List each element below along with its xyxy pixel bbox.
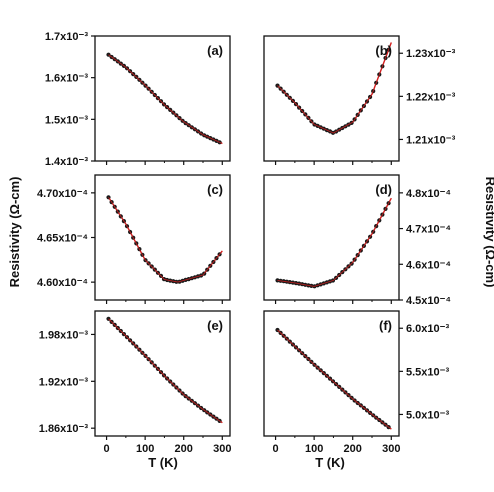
panel-e: 0 100 200 300 1.86x10⁻³ 1.92x10⁻³ 1.98x10⁻³ (e) [39, 310, 231, 455]
panel-label: (f) [379, 318, 392, 333]
y-tick-label: 1.92x10⁻³ [39, 376, 89, 388]
plot-frame [94, 310, 231, 437]
y-tick-label: 4.6x10⁻⁴ [406, 259, 451, 271]
y-tick-label: 4.70x10⁻⁴ [37, 188, 88, 200]
panel-b: 1.21x10⁻³ 1.22x10⁻³ 1.23x10⁻³ (b) [263, 35, 456, 165]
plot-frame [263, 174, 400, 301]
x-tick-label: 300 [213, 443, 231, 455]
y-tick-label: 5.5x10⁻³ [406, 366, 449, 378]
y-tick-label: 4.5x10⁻⁴ [406, 295, 451, 307]
y-tick-label: 4.8x10⁻⁴ [406, 188, 451, 200]
x-tick-label: 0 [104, 443, 110, 455]
y-tick-label: 1.21x10⁻³ [406, 134, 456, 146]
y-tick-label: 4.65x10⁻⁴ [37, 233, 88, 245]
y-tick-label: 4.60x10⁻⁴ [37, 277, 88, 289]
fit-line-overlay [108, 197, 223, 283]
fit-line [277, 197, 392, 288]
fit-line-overlay [108, 54, 223, 144]
y-axis-title-right: Resistivity (Ω-cm) [483, 177, 494, 288]
panel-d: 4.5x10⁻⁴ 4.6x10⁻⁴ 4.7x10⁻⁴ 4.8x10⁻⁴ (d) [263, 174, 451, 307]
panel-label: (e) [207, 318, 223, 333]
plot-frame [94, 35, 231, 162]
y-tick-label: 5.0x10⁻³ [406, 409, 449, 421]
y-tick-label: 6.0x10⁻³ [406, 323, 449, 335]
x-axis-title-right: T (K) [315, 455, 345, 470]
panel-label: (a) [207, 43, 223, 58]
panel-c: 4.60x10⁻⁴ 4.65x10⁻⁴ 4.70x10⁻⁴ (c) [37, 174, 231, 304]
y-tick-label: 1.6x10⁻³ [45, 73, 88, 85]
y-tick-label: 1.4x10⁻³ [45, 156, 88, 168]
fit-line-overlay [277, 42, 392, 134]
panel-f: 0 100 200 300 5.0x10⁻³ 5.5x10⁻³ 6.0x10⁻³ (f) [263, 310, 449, 455]
y-tick-label: 1.22x10⁻³ [406, 91, 456, 103]
fit-line-overlay [277, 329, 392, 430]
y-tick-label: 1.23x10⁻³ [406, 48, 456, 60]
panel-label: (d) [375, 182, 392, 197]
panel-a: 1.4x10⁻³ 1.5x10⁻³ 1.6x10⁻³ 1.7x10⁻³ (a) [45, 31, 231, 168]
x-tick-label: 300 [382, 443, 400, 455]
y-axis-title-left: Resistivity (Ω-cm) [7, 177, 22, 288]
plot-frame [263, 35, 400, 162]
fit-line-overlay [108, 318, 223, 424]
y-tick-label: 1.5x10⁻³ [45, 114, 88, 126]
y-tick-label: 4.7x10⁻⁴ [406, 224, 451, 236]
plot-frame [263, 310, 400, 437]
x-tick-label: 200 [344, 443, 362, 455]
x-tick-label: 200 [175, 443, 193, 455]
y-tick-label: 1.86x10⁻³ [39, 423, 89, 435]
x-axis-title-left: T (K) [148, 455, 178, 470]
x-tick-label: 100 [305, 443, 323, 455]
y-tick-label: 1.7x10⁻³ [45, 31, 88, 43]
y-tick-label: 1.98x10⁻³ [39, 329, 89, 341]
panel-label: (b) [375, 43, 392, 58]
panel-label: (c) [207, 182, 223, 197]
x-tick-label: 0 [273, 443, 279, 455]
fit-line-overlay [277, 197, 392, 287]
x-tick-label: 100 [136, 443, 154, 455]
